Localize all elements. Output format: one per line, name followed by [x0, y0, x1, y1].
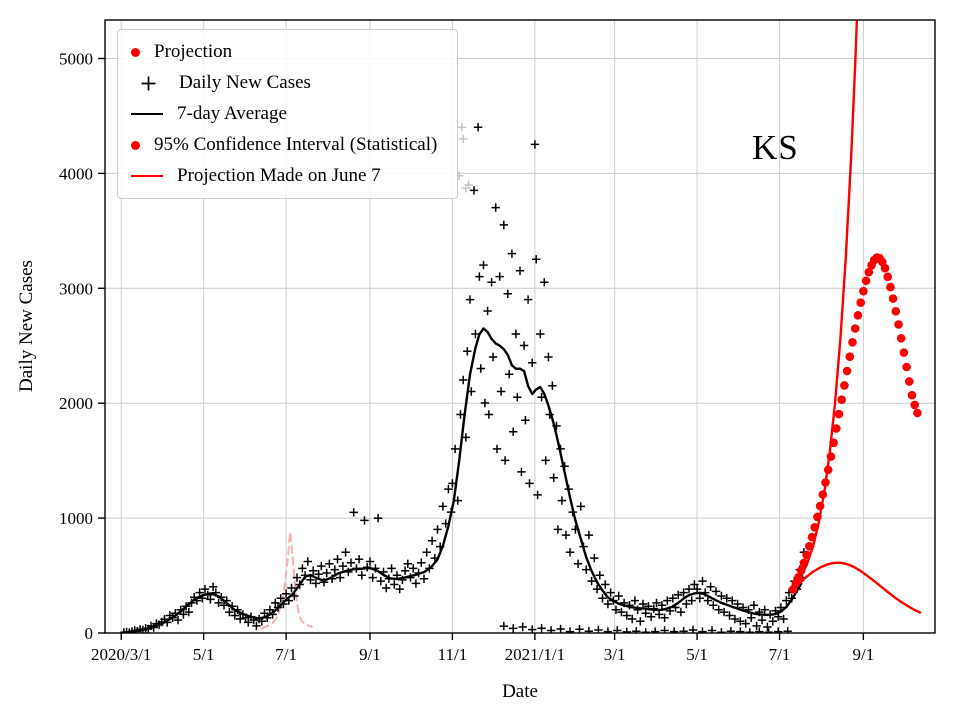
svg-text:3000: 3000	[59, 279, 93, 298]
svg-text:2000: 2000	[59, 394, 93, 413]
svg-text:4000: 4000	[59, 164, 93, 183]
svg-text:5000: 5000	[59, 49, 93, 68]
june7-line-icon	[131, 175, 163, 177]
svg-text:2020/3/1: 2020/3/1	[91, 645, 151, 664]
svg-text:5/1: 5/1	[686, 645, 708, 664]
state-annotation: KS	[752, 128, 799, 167]
average-line-icon	[131, 113, 163, 115]
daily-cases-plus-icon	[131, 75, 165, 92]
projection-dot-icon	[131, 47, 140, 57]
legend-item-projection: Projection	[131, 41, 437, 63]
confidence-dot-icon	[131, 140, 140, 150]
svg-text:0: 0	[85, 624, 94, 643]
legend-label: Daily New Cases	[179, 72, 311, 93]
legend-label: Projection Made on June 7	[177, 165, 381, 186]
svg-text:3/1: 3/1	[604, 645, 626, 664]
svg-text:7/1: 7/1	[275, 645, 297, 664]
svg-text:9/1: 9/1	[359, 645, 381, 664]
y-axis-label: Daily New Cases	[16, 260, 37, 392]
legend-label: 7-day Average	[177, 103, 287, 124]
svg-text:2021/1/1: 2021/1/1	[505, 645, 565, 664]
legend-item-june7-projection: Projection Made on June 7	[131, 165, 437, 187]
svg-text:1000: 1000	[59, 509, 93, 528]
svg-text:9/1: 9/1	[852, 645, 874, 664]
legend: Projection Daily New Cases 7-day Average…	[117, 29, 459, 199]
legend-item-7day-average: 7-day Average	[131, 103, 437, 125]
legend-label: 95% Confidence Interval (Statistical)	[154, 134, 438, 155]
svg-text:11/1: 11/1	[438, 645, 468, 664]
x-axis-label: Date	[502, 681, 538, 702]
legend-item-confidence-interval: 95% Confidence Interval (Statistical)	[131, 134, 437, 156]
svg-text:5/1: 5/1	[193, 645, 215, 664]
legend-item-daily-new-cases: Daily New Cases	[131, 72, 437, 94]
svg-text:7/1: 7/1	[769, 645, 791, 664]
legend-label: Projection	[154, 41, 233, 62]
